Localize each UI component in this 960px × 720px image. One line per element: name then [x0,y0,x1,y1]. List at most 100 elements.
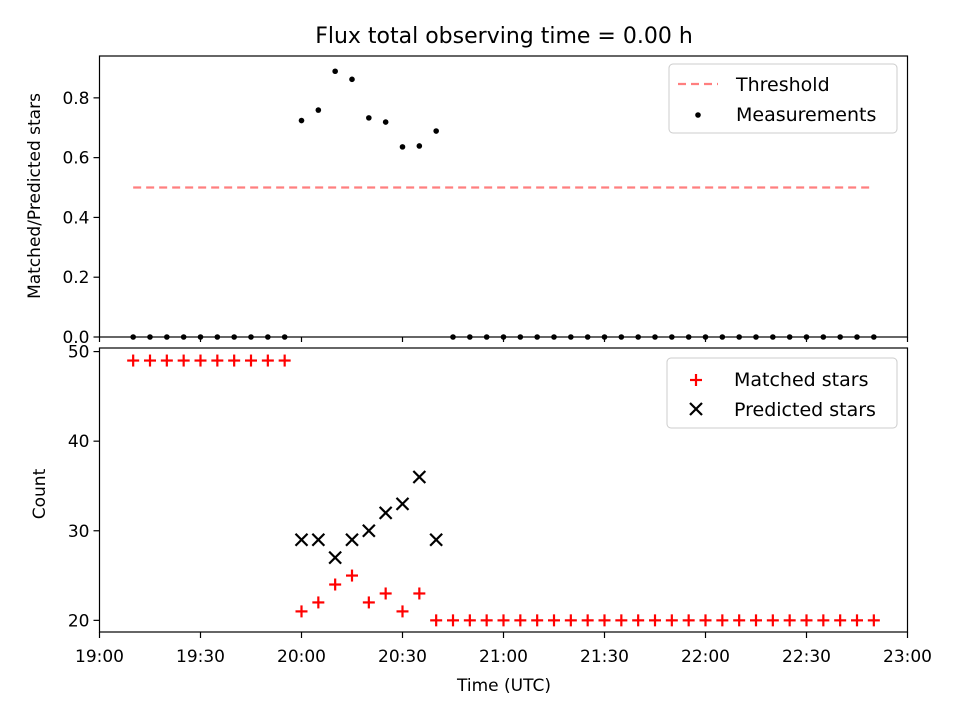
legend-threshold-label: Threshold [735,74,830,96]
matched-star-point [733,614,746,627]
matched-star-point [615,614,628,627]
measurement-point [332,68,338,75]
top-legend: Threshold Measurements [668,63,898,134]
top-axes-frame [98,55,909,338]
matched-star-point [834,614,847,627]
legend-predicted-swatch [689,402,703,416]
top-legend-box [668,63,898,134]
matched-star-point [261,354,274,367]
bottom-y-tick-label: 40 [68,432,90,452]
bottom-y-tick-label: 50 [68,343,90,363]
x-tick-label: 22:00 [681,647,730,667]
matched-star-point [295,605,308,618]
bottom-y-axis-label: Count [30,468,50,519]
matched-star-point [430,614,443,627]
top-y-tick-label: 0.4 [62,208,89,228]
matched-star-point [312,596,325,609]
matched-star-point [211,354,224,367]
x-tick-label: 21:30 [580,647,629,667]
legend-predicted-label: Predicted stars [734,399,876,421]
predicted-star-point [294,532,309,547]
top-chart-title: Flux total observing time = 0.00 h [315,24,693,49]
matched-star-point [548,614,560,627]
matched-star-point [750,614,762,627]
legend-matched-label: Matched stars [734,369,868,391]
matched-star-point [800,614,813,627]
measurement-point [315,107,322,113]
matched-star-point [867,614,880,627]
matched-star-point [649,614,661,627]
matched-star-point [581,614,594,627]
top-y-tick-label: 0.6 [62,149,89,169]
matched-star-point [766,614,779,627]
matched-star-point [817,614,830,627]
measurement-point [416,143,423,149]
top-plot-area: 0.0 0.2 0.4 0.6 0.8 [62,68,909,348]
predicted-star-point [328,550,342,565]
matched-star-point [362,596,375,609]
matched-star-point [514,614,527,627]
matched-star-point [531,614,544,627]
matched-star-point [194,354,207,367]
bottom-legend: Matched stars Predicted stars [666,357,898,429]
measurement-point [366,115,372,121]
measurement-point [399,144,406,150]
measurement-point [349,76,355,83]
matched-star-point [665,614,678,627]
predicted-star-point [378,506,393,520]
x-tick-label: 19:30 [176,647,225,667]
predicted-star-point [395,497,410,511]
bottom-y-tick-label: 30 [68,522,90,542]
measurement-point [382,119,389,125]
bottom-legend-box [666,357,898,429]
bottom-axes-frame [98,347,909,633]
matched-star-point [447,614,459,627]
predicted-star-point [429,532,443,547]
measurement-point [298,117,305,124]
top-y-tick-label: 0.8 [62,89,89,109]
matched-star-point [329,578,342,591]
matched-star-point [463,614,476,627]
matched-star-point [160,354,173,367]
x-tick-label: 22:30 [782,647,831,667]
matched-star-point [228,354,241,367]
top-y-axis-label: Matched/Predicted stars [25,93,45,299]
top-panel: Flux total observing time = 0.00 h Match… [25,24,909,348]
x-tick-label: 20:30 [378,647,427,667]
top-y-tick-label: 0.2 [62,268,89,288]
x-tick-label: 20:00 [277,647,326,667]
legend-matched-swatch [690,374,702,386]
matched-star-point [413,587,426,600]
matched-star-point [396,605,409,618]
bottom-plot-area: 20 30 40 50 19:00 19:30 20:00 20:30 21:00 21:30 22… [68,343,932,667]
matched-star-point [278,354,291,367]
x-tick-label: 23:00 [883,647,932,667]
bottom-y-tick-label: 20 [68,611,90,631]
matched-star-point [783,614,796,627]
bottom-panel: Count Time (UTC) 20 30 40 50 19:00 19:30 20:00… [30,343,932,696]
measurement-point [433,128,439,134]
matched-star-point [632,614,645,627]
matched-star-point [379,587,392,600]
matched-star-point [564,614,577,627]
matched-star-point [127,354,140,367]
matched-star-point [851,614,863,627]
matched-star-point [497,614,510,627]
matched-star-point [245,354,257,367]
matched-star-point [346,569,358,582]
legend-measurements-swatch [695,112,701,118]
top-y-tick-label: 0.0 [62,328,89,348]
matched-star-point [682,614,695,627]
x-tick-label: 19:00 [75,647,124,667]
matched-star-point [177,354,190,367]
matched-star-point [699,614,712,627]
predicted-star-point [362,523,376,538]
matched-star-point [144,354,156,367]
x-axis-label: Time (UTC) [456,676,551,696]
predicted-star-point [412,470,427,484]
legend-measurements-label: Measurements [736,104,876,126]
matched-star-point [716,614,729,627]
matched-star-point [480,614,493,627]
predicted-star-point [311,532,326,547]
